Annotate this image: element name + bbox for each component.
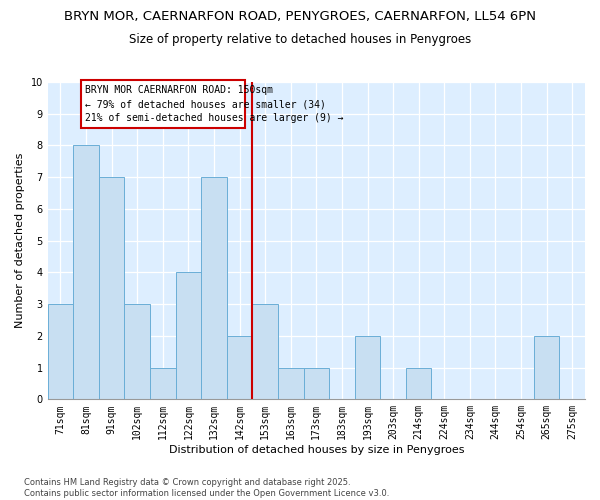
Bar: [81, 80, 245, 128]
Text: BRYN MOR CAERNARFON ROAD: 150sqm
← 79% of detached houses are smaller (34)
21% o: BRYN MOR CAERNARFON ROAD: 150sqm ← 79% o…: [85, 85, 343, 123]
Bar: [304, 368, 329, 400]
Bar: [406, 368, 431, 400]
Bar: [150, 368, 176, 400]
Bar: [47, 304, 73, 400]
Bar: [73, 146, 99, 400]
Bar: [278, 368, 304, 400]
Text: BRYN MOR, CAERNARFON ROAD, PENYGROES, CAERNARFON, LL54 6PN: BRYN MOR, CAERNARFON ROAD, PENYGROES, CA…: [64, 10, 536, 23]
Bar: [227, 336, 253, 400]
Text: Contains HM Land Registry data © Crown copyright and database right 2025.
Contai: Contains HM Land Registry data © Crown c…: [24, 478, 389, 498]
Bar: [534, 336, 559, 400]
Bar: [201, 177, 227, 400]
Text: Size of property relative to detached houses in Penygroes: Size of property relative to detached ho…: [129, 32, 471, 46]
Bar: [124, 304, 150, 400]
Bar: [355, 336, 380, 400]
Y-axis label: Number of detached properties: Number of detached properties: [15, 153, 25, 328]
Bar: [176, 272, 201, 400]
Bar: [253, 304, 278, 400]
X-axis label: Distribution of detached houses by size in Penygroes: Distribution of detached houses by size …: [169, 445, 464, 455]
Bar: [99, 177, 124, 400]
